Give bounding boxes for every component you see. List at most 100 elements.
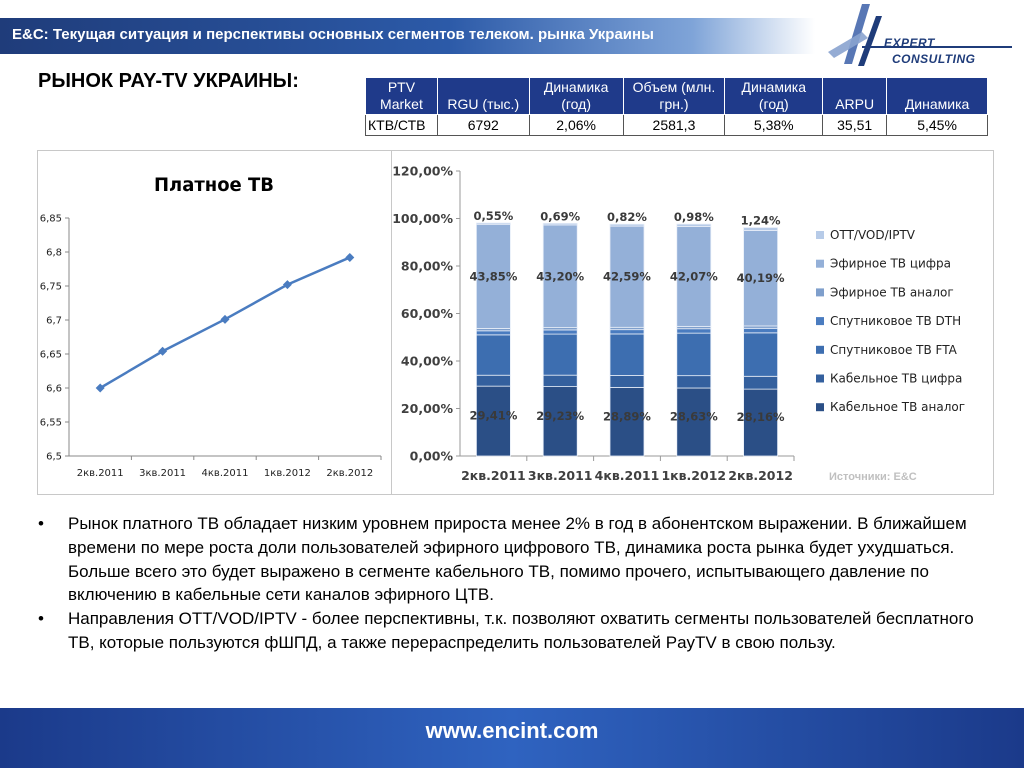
legend-swatch: [816, 374, 824, 383]
y-tick-label: 6,7: [46, 316, 62, 327]
line-point: [282, 280, 292, 290]
y-tick-label: 60,00%: [401, 306, 454, 321]
line-point: [95, 383, 105, 393]
table-cell: 2581,3: [622, 114, 726, 136]
bullet-list: • Рынок платного ТВ обладает низким уров…: [38, 512, 998, 655]
bar-segment: [542, 222, 578, 226]
table-header-cell: Динамика (год): [724, 77, 824, 115]
legend-swatch: [816, 403, 824, 412]
table-cell: 2,06%: [528, 114, 624, 136]
table-header-cell: PTV Market: [365, 77, 438, 115]
table-cell: 5,38%: [724, 114, 824, 136]
bar-segment: [476, 223, 511, 329]
table-cell: 5,45%: [886, 114, 988, 136]
footer-bar: [0, 708, 1024, 768]
footer-url[interactable]: www.encint.com: [425, 718, 599, 743]
source-note: Источники: E&C: [829, 471, 917, 483]
data-label: 0,98%: [674, 210, 714, 224]
x-tick-label: 1кв.2012: [661, 468, 726, 483]
y-tick-label: 6,75: [40, 282, 62, 293]
bullet-item: • Направления OTT/VOD/IPTV - более персп…: [38, 607, 998, 655]
bar-segment: [609, 333, 645, 376]
legend-label: Спутниковое ТВ FTA: [830, 343, 958, 357]
legend-label: Эфирное ТВ аналог: [830, 285, 954, 299]
bar-segment: [609, 223, 645, 227]
data-label: 28,63%: [670, 410, 718, 424]
data-label: 43,20%: [536, 269, 584, 283]
data-label: 42,07%: [670, 269, 718, 283]
line-point: [220, 314, 230, 324]
bullet-text: Рынок платного ТВ обладает низким уровне…: [68, 514, 967, 605]
legend-label: Спутниковое ТВ DTH: [830, 314, 961, 328]
legend-label: Кабельное ТВ аналог: [830, 400, 965, 414]
legend-swatch: [816, 231, 824, 239]
bar-segment: [743, 332, 779, 377]
x-tick-label: 3кв.2011: [528, 468, 593, 483]
data-label: 29,23%: [536, 409, 584, 423]
table-header-cell: RGU (тыс.): [436, 77, 530, 115]
table-cell: 6792: [436, 114, 530, 136]
data-label: 0,55%: [473, 209, 513, 223]
y-tick-label: 20,00%: [401, 401, 454, 416]
data-label: 29,41%: [469, 409, 517, 423]
logo-word-expert: EXPERT: [884, 36, 935, 50]
table-header-cell: Объем (млн. грн.): [622, 77, 726, 115]
table-header-cell: Динамика: [886, 77, 988, 115]
table-header-cell: Динамика (год): [528, 77, 624, 115]
x-tick-label: 1кв.2012: [264, 468, 311, 479]
bar-segment: [676, 328, 712, 334]
x-tick-label: 2кв.2012: [326, 468, 373, 479]
line-point: [158, 346, 168, 356]
bar-segment: [476, 330, 511, 336]
table-header-row: PTV Market RGU (тыс.) Динамика (год) Объ…: [365, 77, 988, 115]
y-tick-label: 6,55: [40, 418, 62, 429]
legend-swatch: [816, 288, 824, 297]
x-tick-label: 3кв.2011: [139, 468, 186, 479]
data-label: 40,19%: [737, 271, 785, 285]
bar-segment: [743, 230, 779, 327]
bar-segment: [743, 327, 779, 334]
y-tick-label: 80,00%: [401, 259, 454, 274]
line-chart-title: Платное ТВ: [154, 175, 274, 197]
x-tick-label: 2кв.2011: [77, 468, 124, 479]
bar-segment: [476, 334, 511, 376]
y-tick-label: 6,6: [46, 384, 62, 395]
bullet-mark: •: [38, 609, 44, 629]
data-label: 28,89%: [603, 409, 651, 423]
data-label: 43,85%: [469, 269, 517, 283]
y-tick-label: 0,00%: [410, 449, 454, 464]
stacked-bar-chart: 0,00% 20,00% 40,00% 60,00% 80,00% 100,00% 120,…: [392, 164, 965, 484]
legend-label: Кабельное ТВ цифра: [830, 372, 962, 386]
legend-label: Эфирное ТВ цифра: [830, 257, 951, 271]
legend-swatch: [816, 317, 824, 326]
y-tick-label: 120,00%: [392, 164, 453, 179]
y-tick-label: 100,00%: [392, 211, 453, 226]
bar-segment: [676, 226, 712, 327]
data-label: 1,24%: [741, 214, 781, 228]
logo-word-consulting: CONSULTING: [892, 52, 976, 66]
line-point: [345, 252, 355, 262]
bullet-text: Направления OTT/VOD/IPTV - более перспек…: [68, 609, 974, 652]
bullet-item: • Рынок платного ТВ обладает низким уров…: [38, 512, 998, 607]
table-row: КТВ/СТВ 6792 2,06% 2581,3 5,38% 35,51 5,…: [365, 114, 988, 136]
y-tick-label: 6,5: [46, 452, 62, 463]
summary-table: PTV Market RGU (тыс.) Динамика (год) Объ…: [365, 77, 988, 136]
bar-segment: [542, 224, 578, 328]
bar-segment: [542, 329, 578, 335]
bar-segment: [542, 374, 578, 387]
data-label: 42,59%: [603, 270, 651, 284]
y-tick-label: 40,00%: [401, 354, 454, 369]
legend-label: OTT/VOD/IPTV: [830, 228, 916, 242]
x-tick-label: 4кв.2011: [202, 468, 249, 479]
bar-segment: [609, 386, 645, 457]
y-tick-label: 6,85: [40, 214, 62, 225]
section-title: РЫНОК PAY-TV УКРАИНЫ:: [38, 70, 299, 92]
data-label: 0,69%: [540, 209, 580, 223]
header-title: E&C: Текущая ситуация и перспективы осно…: [12, 26, 654, 43]
header-bar: [0, 18, 815, 54]
bar-segment: [609, 225, 645, 328]
line-chart: Платное ТВ 6,5 6,55 6,6 6,65 6,7 6,75 6,8 6,85 2…: [40, 175, 382, 479]
bar-segment: [676, 332, 712, 377]
stacked-bar-chart-panel: 0,00% 20,00% 40,00% 60,00% 80,00% 100,00% 120,…: [392, 150, 994, 495]
data-label: 0,82%: [607, 210, 647, 224]
